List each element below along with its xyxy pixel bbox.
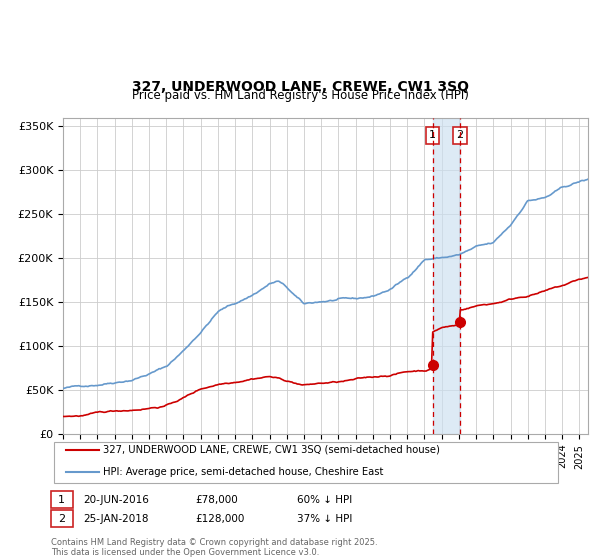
Text: 20-JUN-2016: 20-JUN-2016 (83, 494, 149, 505)
Text: 327, UNDERWOOD LANE, CREWE, CW1 3SQ (semi-detached house): 327, UNDERWOOD LANE, CREWE, CW1 3SQ (sem… (103, 445, 440, 455)
Text: 25-JAN-2018: 25-JAN-2018 (83, 514, 148, 524)
Text: Price paid vs. HM Land Registry's House Price Index (HPI): Price paid vs. HM Land Registry's House … (131, 89, 469, 102)
Text: £78,000: £78,000 (195, 494, 238, 505)
Text: 1: 1 (429, 130, 436, 140)
Text: £128,000: £128,000 (195, 514, 244, 524)
Text: HPI: Average price, semi-detached house, Cheshire East: HPI: Average price, semi-detached house,… (103, 467, 383, 477)
Text: Contains HM Land Registry data © Crown copyright and database right 2025.
This d: Contains HM Land Registry data © Crown c… (51, 538, 377, 557)
Text: 327, UNDERWOOD LANE, CREWE, CW1 3SQ: 327, UNDERWOOD LANE, CREWE, CW1 3SQ (131, 80, 469, 94)
Text: 60% ↓ HPI: 60% ↓ HPI (297, 494, 352, 505)
Text: 1: 1 (58, 494, 65, 505)
Text: 2: 2 (457, 130, 464, 140)
Text: 37% ↓ HPI: 37% ↓ HPI (297, 514, 352, 524)
Bar (433, 118, 460, 434)
Text: 2: 2 (58, 514, 65, 524)
